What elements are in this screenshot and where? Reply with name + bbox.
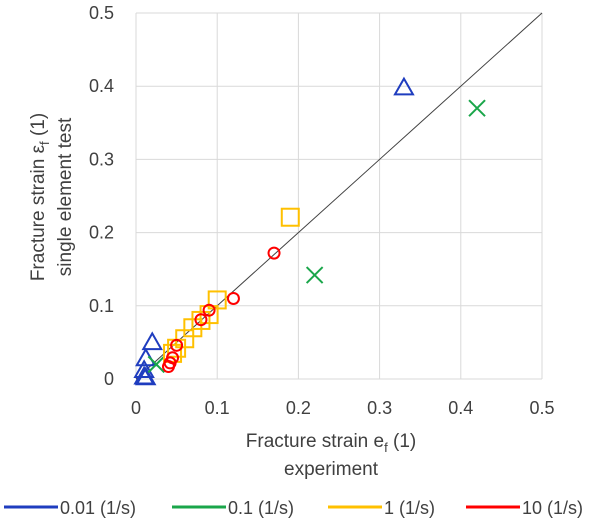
x-tick-label: 0: [131, 398, 141, 418]
x-tick-label: 0.5: [529, 398, 554, 418]
y-tick-label: 0.1: [89, 296, 114, 316]
legend-label: 0.01 (1/s): [60, 498, 136, 518]
x-marker: [468, 99, 486, 117]
y-tick-label: 0.4: [89, 76, 114, 96]
y-tick-label: 0.2: [89, 223, 114, 243]
x-marker: [147, 355, 166, 374]
x-axis-label: Fracture strain ef (1): [246, 431, 416, 455]
legend-item: 1 (1/s): [328, 498, 435, 518]
tick-labels: 0 0.1 0.2 0.3 0.4 0.5 0 0.1 0.2 0.3 0.4 0.5: [89, 3, 555, 418]
legend-label: 0.1 (1/s): [228, 498, 294, 518]
reference-line: [135, 12, 543, 380]
legend-label: 1 (1/s): [384, 498, 435, 518]
circle-marker: [226, 291, 240, 305]
y-axis-label-line2: single element test: [55, 117, 76, 276]
square-marker: [280, 207, 300, 227]
legend-item: 10 (1/s): [466, 498, 583, 518]
identity-line: [135, 12, 543, 380]
x-tick-label: 0.3: [367, 398, 392, 418]
legend: 0.01 (1/s) 0.1 (1/s) 1 (1/s) 10 (1/s): [4, 498, 583, 518]
circle-marker: [194, 313, 208, 327]
y-tick-label: 0: [104, 369, 114, 389]
x-marker-stroke: [147, 355, 166, 374]
x-tick-label: 0.1: [205, 398, 230, 418]
triangle-marker: [393, 76, 415, 96]
triangle-marker: [133, 359, 155, 378]
triangle-marker: [135, 366, 157, 386]
series-0-1-1-s-: [147, 99, 486, 374]
x-marker-stroke: [468, 99, 486, 117]
x-axis-label-line2: experiment: [284, 459, 379, 480]
series-1-1-s-: [163, 207, 300, 363]
x-tick-label: 0.2: [286, 398, 311, 418]
y-axis-label: Fracture strain εf (1): [28, 113, 52, 281]
series-10-1-s-: [161, 246, 281, 374]
circle-marker: [267, 246, 281, 260]
x-marker: [305, 266, 324, 284]
x-marker-stroke: [305, 266, 324, 284]
legend-item: 0.01 (1/s): [4, 498, 136, 518]
legend-label: 10 (1/s): [522, 498, 583, 518]
circle-marker: [161, 360, 175, 374]
series-0-01-1-s-: [133, 76, 415, 386]
data-points: [133, 76, 486, 386]
y-tick-label: 0.3: [89, 149, 114, 169]
triangle-marker: [141, 331, 163, 351]
legend-item: 0.1 (1/s): [172, 498, 294, 518]
y-tick-label: 0.5: [89, 3, 114, 23]
x-tick-label: 0.4: [448, 398, 473, 418]
axes: [135, 13, 542, 380]
circle-marker: [170, 338, 184, 352]
circle-marker: [202, 303, 216, 317]
